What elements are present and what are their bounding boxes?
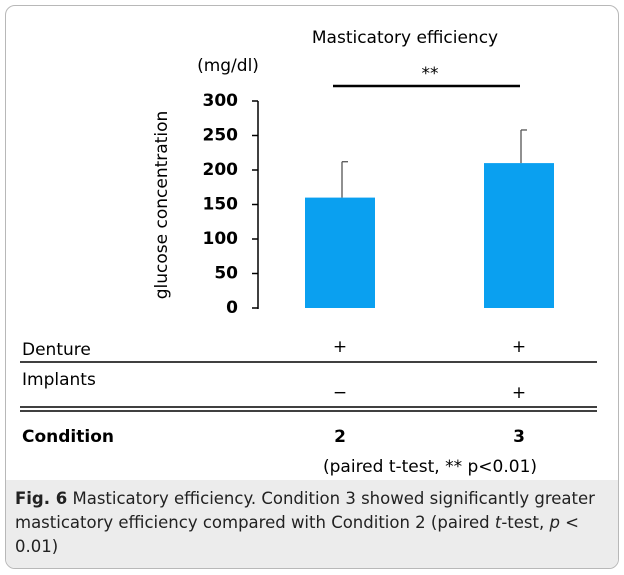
caption-text: < 0.01) <box>15 513 580 556</box>
y-tick-label: 100 <box>203 229 239 249</box>
row-label: Implants <box>22 370 96 390</box>
table-cell: + <box>512 383 526 403</box>
bar <box>484 163 554 308</box>
y-tick-label: 150 <box>203 195 239 215</box>
bar <box>305 197 375 308</box>
chart-title: Masticatory efficiency <box>312 28 498 48</box>
y-tick-label: 0 <box>226 298 238 318</box>
y-tick-label: 50 <box>214 264 238 284</box>
row-label: Denture <box>22 340 91 360</box>
significance: ** <box>422 64 439 84</box>
caption-text: -test, <box>501 513 550 532</box>
caption: Fig. 6 Masticatory efficiency. Condition… <box>15 487 595 559</box>
unit-label: (mg/dl) <box>197 56 259 76</box>
caption-label: Fig. 6 <box>15 489 68 508</box>
y-tick-label: 300 <box>203 91 239 111</box>
table-cell: + <box>512 337 526 357</box>
note: (paired t-test, ** p<0.01) <box>323 457 537 477</box>
caption-bg <box>6 480 618 568</box>
table-cell: − <box>333 383 347 403</box>
figure-frame <box>5 5 619 569</box>
y-tick-label: 200 <box>203 160 239 180</box>
x-axis-label: Condition <box>22 427 114 447</box>
y-tick-label: 250 <box>203 126 239 146</box>
caption-text: t <box>494 513 502 532</box>
x-tick-label: 3 <box>513 427 525 447</box>
y-axis-label: glucose concentration <box>152 111 172 300</box>
caption-text: Masticatory efficiency. Condition 3 show… <box>15 489 595 532</box>
x-tick-label: 2 <box>334 427 346 447</box>
table-cell: + <box>333 337 347 357</box>
caption-text: p <box>549 513 560 532</box>
